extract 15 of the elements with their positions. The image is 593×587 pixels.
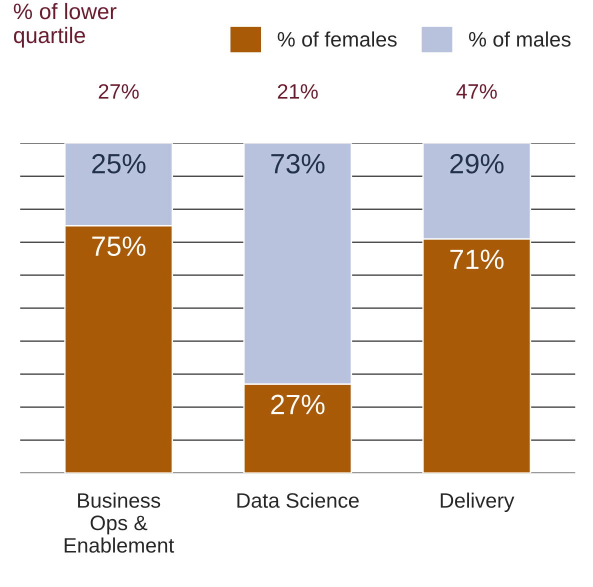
text: 27% xyxy=(98,84,139,99)
legend-label: % of females xyxy=(278,31,397,47)
data-label: 29% xyxy=(450,154,504,174)
x-tick-label: Delivery xyxy=(440,492,514,512)
data-label: 71% xyxy=(450,250,504,270)
chart-title: % of lower quartile xyxy=(14,2,116,48)
text: 21% xyxy=(278,84,318,99)
legend-label: % of males xyxy=(468,31,571,47)
x-tick-label: Data Science xyxy=(237,492,359,508)
data-label: 73% xyxy=(271,154,324,174)
x-tick-label: Business Ops & Enablement xyxy=(64,492,174,553)
data-label: 27% xyxy=(271,394,324,414)
text: 47% xyxy=(456,84,497,99)
data-label: 75% xyxy=(92,236,146,256)
data-label: 25% xyxy=(92,154,146,174)
